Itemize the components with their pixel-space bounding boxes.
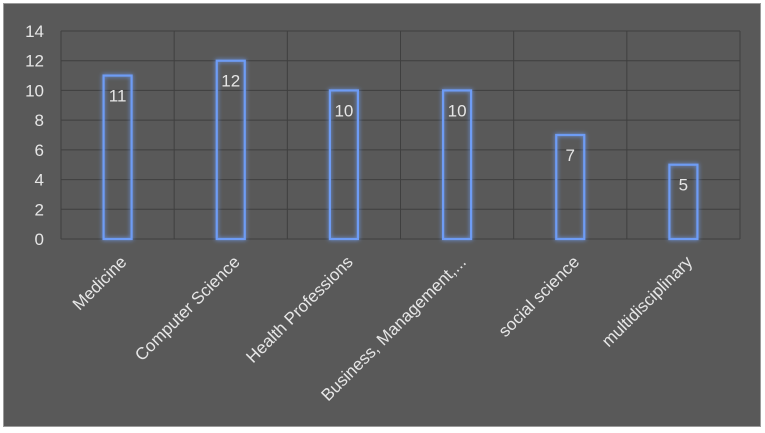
bars bbox=[102, 59, 699, 241]
category-label: Medicine bbox=[69, 252, 131, 314]
bar bbox=[102, 74, 133, 241]
y-tick-label: 6 bbox=[35, 141, 44, 160]
y-tick-label: 14 bbox=[25, 22, 44, 41]
data-labels: 11 12 10 10 7 5 bbox=[109, 72, 688, 195]
category-label: social science bbox=[495, 252, 583, 340]
y-tick-label: 4 bbox=[35, 171, 44, 190]
data-label: 7 bbox=[566, 146, 575, 165]
y-tick-label: 0 bbox=[35, 230, 44, 249]
y-axis-ticks: 0 2 4 6 8 10 12 14 bbox=[25, 22, 44, 249]
bar-chart: 0 2 4 6 8 10 12 14 11 12 10 10 7 5 Medicine Computer … bbox=[25, 22, 741, 405]
category-label: multidisciplinary bbox=[598, 252, 697, 351]
y-tick-label: 10 bbox=[25, 81, 44, 100]
data-label: 11 bbox=[109, 87, 127, 106]
data-label: 10 bbox=[334, 101, 353, 120]
bar bbox=[215, 59, 246, 241]
y-tick-label: 8 bbox=[35, 111, 44, 130]
bar bbox=[328, 89, 360, 241]
y-tick-label: 12 bbox=[25, 52, 44, 71]
chart-area: 0 2 4 6 8 10 12 14 11 12 10 10 7 5 Medicine Computer … bbox=[3, 3, 761, 427]
bar bbox=[441, 89, 473, 241]
data-label: 10 bbox=[448, 101, 467, 120]
category-label: Health Professions bbox=[242, 252, 356, 366]
y-tick-label: 2 bbox=[35, 200, 44, 219]
category-label: Computer Science bbox=[131, 252, 243, 364]
gridlines bbox=[60, 30, 741, 240]
bar bbox=[555, 133, 586, 241]
bar bbox=[668, 163, 699, 241]
data-label: 5 bbox=[679, 176, 688, 195]
data-label: 12 bbox=[221, 72, 240, 91]
